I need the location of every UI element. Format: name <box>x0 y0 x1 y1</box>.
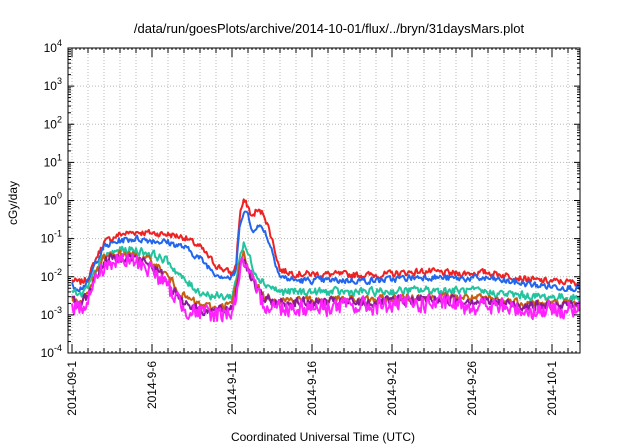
y-tick-label: 104 <box>44 38 62 55</box>
y-axis-label: cGy/day <box>6 181 20 225</box>
y-tick-label: 100 <box>44 191 62 208</box>
series-line-1 <box>71 198 581 287</box>
y-tick-label: 10-4 <box>41 343 62 360</box>
x-axis-label: Coordinated Universal Time (UTC) <box>231 430 415 444</box>
chart-title: /data/run/goesPlots/archive/2014-10-01/f… <box>134 21 525 36</box>
x-tick-label: 2014-9-6 <box>145 361 159 409</box>
series-line-6 <box>71 253 581 323</box>
y-tick-label: 103 <box>44 76 62 93</box>
x-tick-label: 2014-10-1 <box>545 361 559 416</box>
x-tick-label: 2014-09-1 <box>65 361 79 416</box>
y-tick-label: 102 <box>44 114 62 131</box>
series-line-3 <box>71 241 581 303</box>
x-tick-label: 2014-9-16 <box>305 361 319 416</box>
y-tick-label: 10-3 <box>41 305 62 322</box>
x-tick-label: 2014-9-21 <box>385 361 399 416</box>
y-tick-label: 101 <box>44 152 62 169</box>
x-axis: 2014-09-1 2014-9-6 2014-9-11 2014-9-16 2014-… <box>65 48 581 416</box>
y-axis: 104 103 102 101 100 10-1 10-2 10-3 10-4 <box>41 38 580 360</box>
x-tick-label: 2014-9-11 <box>225 361 239 415</box>
series-line-2 <box>71 210 581 293</box>
y-tick-label: 10-2 <box>41 267 62 284</box>
series-group <box>71 198 581 323</box>
y-tick-label: 10-1 <box>41 229 62 246</box>
x-tick-label: 2014-9-26 <box>465 361 479 416</box>
